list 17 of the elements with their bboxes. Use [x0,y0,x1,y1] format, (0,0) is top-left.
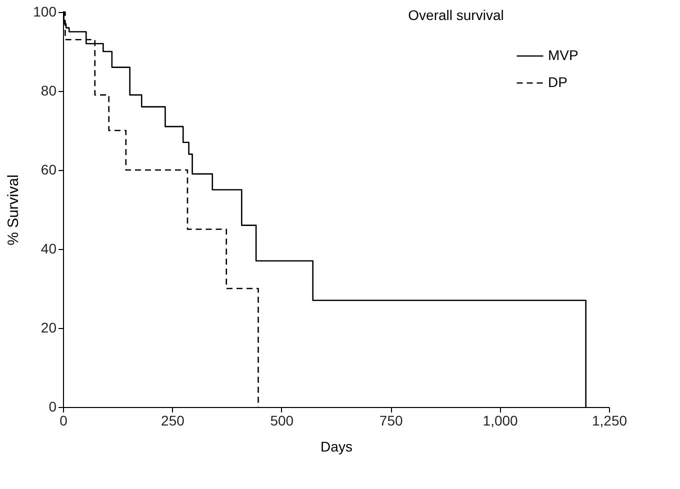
x-axis-title: Days [320,438,352,454]
y-tick-label: 40 [40,240,57,256]
legend-label: DP [548,74,568,90]
x-tick-label: 500 [270,412,294,428]
y-tick-label: 60 [40,162,57,178]
x-tick-label: 750 [379,412,403,428]
y-tick-label: 20 [40,320,57,336]
legend-label: MVP [548,47,578,63]
chart-title: Overall survival [408,7,504,23]
y-axis-title: % Survival [5,174,22,246]
y-tick-label: 100 [33,4,57,20]
x-tick-label: 0 [60,412,68,428]
y-tick-label: 80 [40,82,57,98]
x-tick-label: 1,250 [592,412,628,428]
x-tick-label: 250 [161,412,185,428]
x-tick-label: 1,000 [482,412,518,428]
y-tick-label: 0 [48,398,57,414]
